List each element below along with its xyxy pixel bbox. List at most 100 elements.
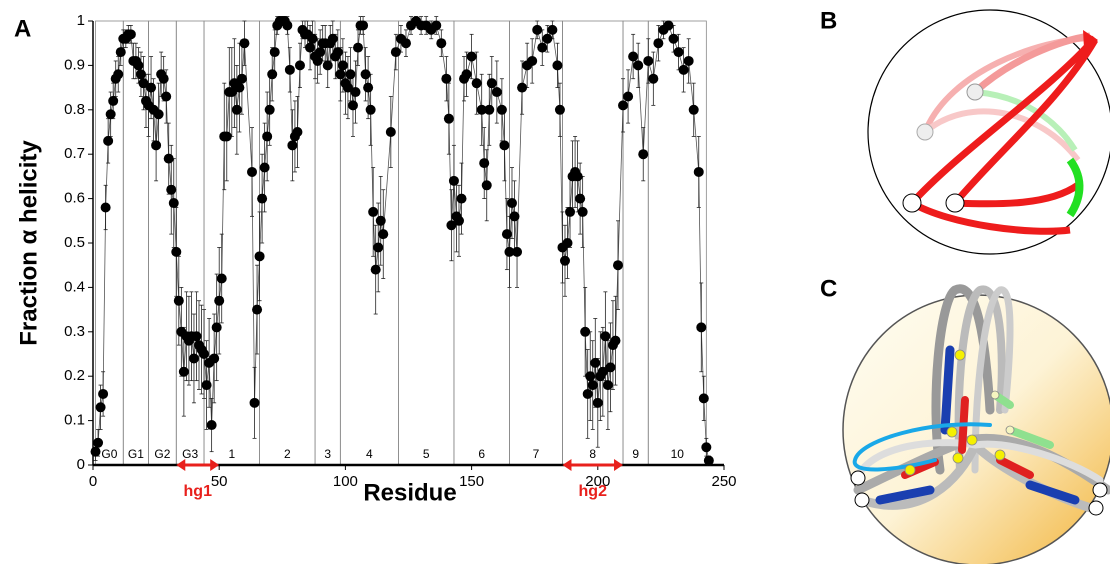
point [448, 175, 459, 186]
point [100, 202, 111, 213]
data-line [95, 20, 710, 461]
point [209, 353, 220, 364]
strand [971, 286, 1014, 474]
point [315, 47, 326, 58]
point [400, 38, 411, 49]
annotation-label: hg1 [184, 483, 213, 500]
point [95, 402, 106, 413]
point [146, 82, 157, 93]
point [486, 78, 497, 89]
y-tick-label: 0.5 [64, 234, 85, 251]
point [443, 113, 454, 124]
arrow-head [176, 459, 186, 471]
point [547, 24, 558, 35]
point [527, 55, 538, 66]
arc [952, 38, 1099, 206]
arc [954, 182, 1081, 208]
point [580, 326, 591, 337]
point [166, 184, 177, 195]
segment [940, 345, 955, 435]
point [471, 78, 482, 89]
x-axis-title: Residue [363, 479, 456, 506]
region-label: 10 [671, 447, 685, 461]
point [678, 64, 689, 75]
point [476, 104, 487, 115]
point [446, 220, 457, 231]
y-tick-label: 0.7 [64, 145, 85, 162]
bead [954, 349, 966, 361]
point [517, 82, 528, 93]
point [501, 229, 512, 240]
point [693, 166, 704, 177]
y-tick-label: 0.2 [64, 367, 85, 384]
point [113, 69, 124, 80]
x-tick-label: 150 [459, 473, 484, 490]
point [602, 380, 613, 391]
point [254, 251, 265, 262]
strand [954, 285, 1006, 474]
panel-label: A [14, 15, 31, 42]
point [612, 260, 623, 271]
point [262, 131, 273, 142]
y-tick-label: 1 [77, 12, 85, 29]
point [559, 255, 570, 266]
point [466, 51, 477, 62]
point [264, 104, 275, 115]
bead [990, 390, 1000, 400]
x-tick-label: 250 [711, 473, 736, 490]
point [456, 193, 467, 204]
point [453, 215, 464, 226]
segment [1025, 480, 1080, 505]
diagram-b [867, 9, 1110, 255]
y-tick-label: 0.6 [64, 190, 85, 207]
panel-label: B [820, 7, 837, 34]
point [221, 131, 232, 142]
point [135, 69, 146, 80]
point [231, 104, 242, 115]
point [368, 206, 379, 217]
point [683, 55, 694, 66]
point [335, 69, 346, 80]
point [188, 353, 199, 364]
segment [996, 456, 1034, 479]
point [350, 87, 361, 98]
arrow-head [1083, 30, 1098, 48]
point [161, 91, 172, 102]
point [239, 38, 250, 49]
point [294, 60, 305, 71]
region-box [95, 20, 124, 466]
arc [923, 108, 1081, 162]
point [532, 24, 543, 35]
point [98, 388, 109, 399]
point [554, 104, 565, 115]
point [592, 397, 603, 408]
point [703, 455, 714, 466]
point [358, 20, 369, 31]
point [363, 82, 374, 93]
point [103, 135, 114, 146]
point [638, 149, 649, 160]
point [178, 366, 189, 377]
node [850, 470, 866, 486]
point [633, 60, 644, 71]
point [653, 38, 664, 49]
point [292, 127, 303, 137]
point [610, 335, 621, 346]
arc [910, 199, 1071, 235]
point [206, 420, 217, 431]
bead [952, 452, 964, 464]
region-label: G2 [154, 447, 170, 461]
point [287, 140, 298, 151]
point [360, 69, 371, 80]
point [259, 162, 270, 173]
node [902, 193, 922, 213]
x-tick-label: 0 [89, 473, 97, 490]
point [491, 87, 502, 98]
point [353, 42, 364, 53]
segment [1006, 426, 1054, 449]
point [347, 100, 358, 111]
point [307, 33, 318, 44]
point [441, 73, 452, 84]
point [673, 47, 684, 58]
